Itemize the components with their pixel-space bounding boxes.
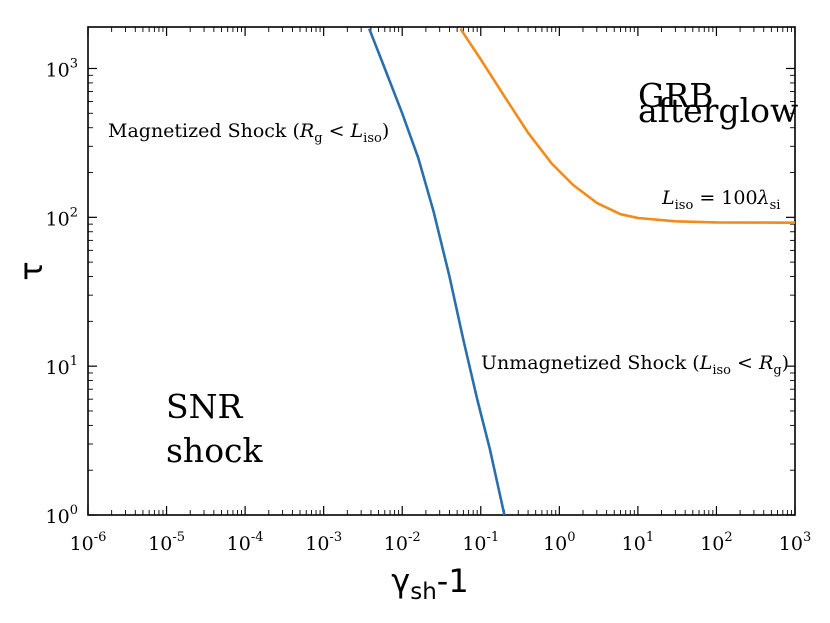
- x-tick-label: 10-3: [305, 530, 342, 555]
- series-line-1: [367, 28, 506, 516]
- y-tick-label: 100: [46, 503, 78, 528]
- x-tick-label: 101: [622, 530, 654, 555]
- x-tick-label: 102: [700, 530, 732, 555]
- y-tick-label: 103: [46, 56, 78, 81]
- x-tick-label: 10-5: [148, 530, 185, 555]
- annotation-snr-line1: SNR: [166, 387, 243, 426]
- y-tick-label: 101: [46, 354, 78, 379]
- x-tick-labels: 10-6 10-5 10-4 10-3 10-2 10-1 100 101 102 103: [70, 530, 812, 555]
- annotation-grb-line2-text: afterglow: [638, 91, 798, 130]
- x-axis-label: γsh-1: [391, 562, 468, 605]
- x-tick-label: 100: [543, 530, 575, 555]
- annotation-liso: Liso = 100λsi: [661, 187, 780, 213]
- annotation-magnetized: Magnetized Shock (Rg < Liso): [108, 120, 389, 146]
- annotation-snr-line2: shock: [166, 431, 264, 470]
- ticks: [87, 27, 796, 516]
- plot-area: [87, 26, 796, 516]
- y-axis-label: τ: [12, 261, 50, 280]
- x-tick-label: 103: [779, 530, 811, 555]
- x-tick-label: 10-1: [462, 530, 499, 555]
- series-line-2: [459, 27, 796, 224]
- annotation-grb-line1: GRB: [638, 76, 713, 115]
- series-lines: [367, 27, 796, 516]
- x-tick-label: 10-4: [227, 530, 264, 555]
- y-tick-label: 102: [46, 205, 78, 230]
- x-tick-label: 10-6: [70, 530, 107, 555]
- x-tick-label: 10-2: [384, 530, 421, 555]
- y-tick-labels: 100 101 102 103: [46, 56, 78, 528]
- annotation-unmagnetized: Unmagnetized Shock (Liso < Rg): [481, 352, 789, 378]
